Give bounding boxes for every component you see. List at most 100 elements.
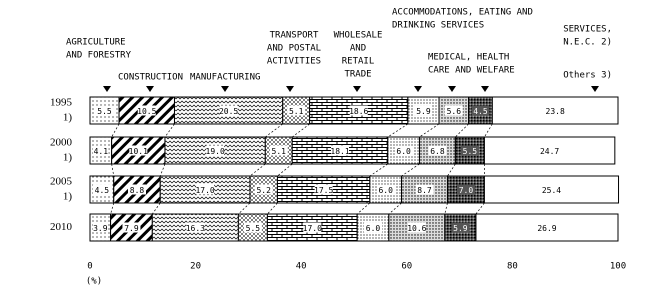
legend-label: DRINKING SERVICES xyxy=(392,21,484,31)
value-label-bg xyxy=(122,222,141,233)
bar-segment xyxy=(483,136,616,165)
value-label-bg xyxy=(186,222,205,233)
connector xyxy=(475,202,485,215)
legend-arrow xyxy=(448,86,456,92)
x-tick-label: 40 xyxy=(296,262,307,272)
x-tick-label: 0 xyxy=(87,262,92,272)
bar-segment xyxy=(483,175,620,204)
legend-label: AND POSTAL xyxy=(267,44,321,54)
value-label: 24.7 xyxy=(540,147,559,156)
connector xyxy=(249,163,266,177)
x-tick-label: 60 xyxy=(401,262,412,272)
connector xyxy=(292,123,310,138)
connector xyxy=(388,202,402,215)
value-label: 5.9 xyxy=(453,224,468,233)
connector xyxy=(387,123,409,138)
value-label-bg xyxy=(93,184,111,195)
value-label: 17.5 xyxy=(314,186,333,195)
value-label: 6.0 xyxy=(378,186,393,195)
value-label-bg xyxy=(331,145,350,156)
connector xyxy=(164,123,175,138)
value-label: 6.8 xyxy=(430,147,445,156)
connector xyxy=(401,163,420,177)
value-label: 5.5 xyxy=(97,107,112,116)
value-label: 5.6 xyxy=(447,107,462,116)
connector xyxy=(447,163,456,177)
value-label-bg xyxy=(93,222,108,233)
value-label: 4.1 xyxy=(94,147,109,156)
legend-label: TRADE xyxy=(344,70,371,80)
value-label-bg xyxy=(456,184,475,195)
connector xyxy=(111,163,115,177)
value-label: 10.5 xyxy=(137,107,156,116)
value-label-bg xyxy=(219,105,238,116)
legend-arrow xyxy=(146,86,154,92)
legend-label: TRANSPORT xyxy=(270,31,319,41)
value-label: 5.2 xyxy=(256,186,271,195)
value-label-bg xyxy=(460,145,479,156)
connector xyxy=(238,202,251,215)
connector xyxy=(267,202,278,215)
value-label-bg xyxy=(206,145,225,156)
row-label: 2000 xyxy=(50,137,73,149)
row-note: 1) xyxy=(63,152,73,164)
legend-label: CARE AND WELFARE xyxy=(428,66,515,76)
value-label: 3.9 xyxy=(93,224,108,233)
x-tick-label: 100 xyxy=(610,262,626,272)
connector xyxy=(484,123,493,138)
connector xyxy=(111,123,120,138)
value-label: 23.8 xyxy=(546,107,565,116)
legend-arrow xyxy=(286,86,294,92)
value-label-bg xyxy=(471,105,490,116)
legend-arrow xyxy=(103,86,111,92)
value-label: 10.6 xyxy=(407,224,426,233)
value-label: 5.1 xyxy=(289,107,304,116)
row-note: 1) xyxy=(63,112,73,124)
value-label-bg xyxy=(428,145,447,156)
value-label: 18.1 xyxy=(330,147,349,156)
legend-arrow xyxy=(414,86,422,92)
legend-label: N.E.C. 2) xyxy=(563,38,612,48)
value-label-bg xyxy=(444,105,463,116)
value-label-bg xyxy=(287,105,306,116)
value-label-bg xyxy=(414,105,433,116)
legend-arrow xyxy=(221,86,229,92)
row-label: 2005 xyxy=(50,176,73,188)
bar-segment xyxy=(237,213,268,242)
value-label: 26.9 xyxy=(537,224,556,233)
legend-label: WHOLESALE xyxy=(334,31,383,41)
value-label: 8.8 xyxy=(130,186,145,195)
value-label: 5.1 xyxy=(272,147,287,156)
value-label-bg xyxy=(196,184,215,195)
value-label: 18.6 xyxy=(349,107,368,116)
connector xyxy=(455,123,469,138)
value-label: 25.4 xyxy=(542,186,561,195)
bar-segment xyxy=(491,96,619,125)
connector xyxy=(265,123,283,138)
bar-segment xyxy=(475,213,619,242)
legend-arrow xyxy=(591,86,599,92)
value-label: 16.3 xyxy=(186,224,205,233)
legend-label: SERVICES, xyxy=(563,25,612,35)
value-label: 20.5 xyxy=(219,107,238,116)
value-label-bg xyxy=(93,145,109,156)
value-label-bg xyxy=(129,145,148,156)
x-tick-label: 20 xyxy=(190,262,201,272)
legend-label: MANUFACTURING xyxy=(190,73,260,83)
legend-arrow xyxy=(481,86,489,92)
value-label-bg xyxy=(364,222,383,233)
value-label: 5.5 xyxy=(463,147,478,156)
connector xyxy=(152,202,161,215)
value-label-bg xyxy=(137,105,156,116)
value-label: 10.1 xyxy=(129,147,148,156)
value-label: 6.0 xyxy=(366,224,381,233)
value-label-bg xyxy=(95,105,114,116)
value-label: 17.0 xyxy=(303,224,322,233)
connector xyxy=(110,202,115,215)
connector xyxy=(419,123,440,138)
value-label: 8.7 xyxy=(417,186,432,195)
connector xyxy=(277,163,293,177)
legend-label: AND FORESTRY xyxy=(66,51,132,61)
x-axis-unit: (%) xyxy=(86,277,102,287)
